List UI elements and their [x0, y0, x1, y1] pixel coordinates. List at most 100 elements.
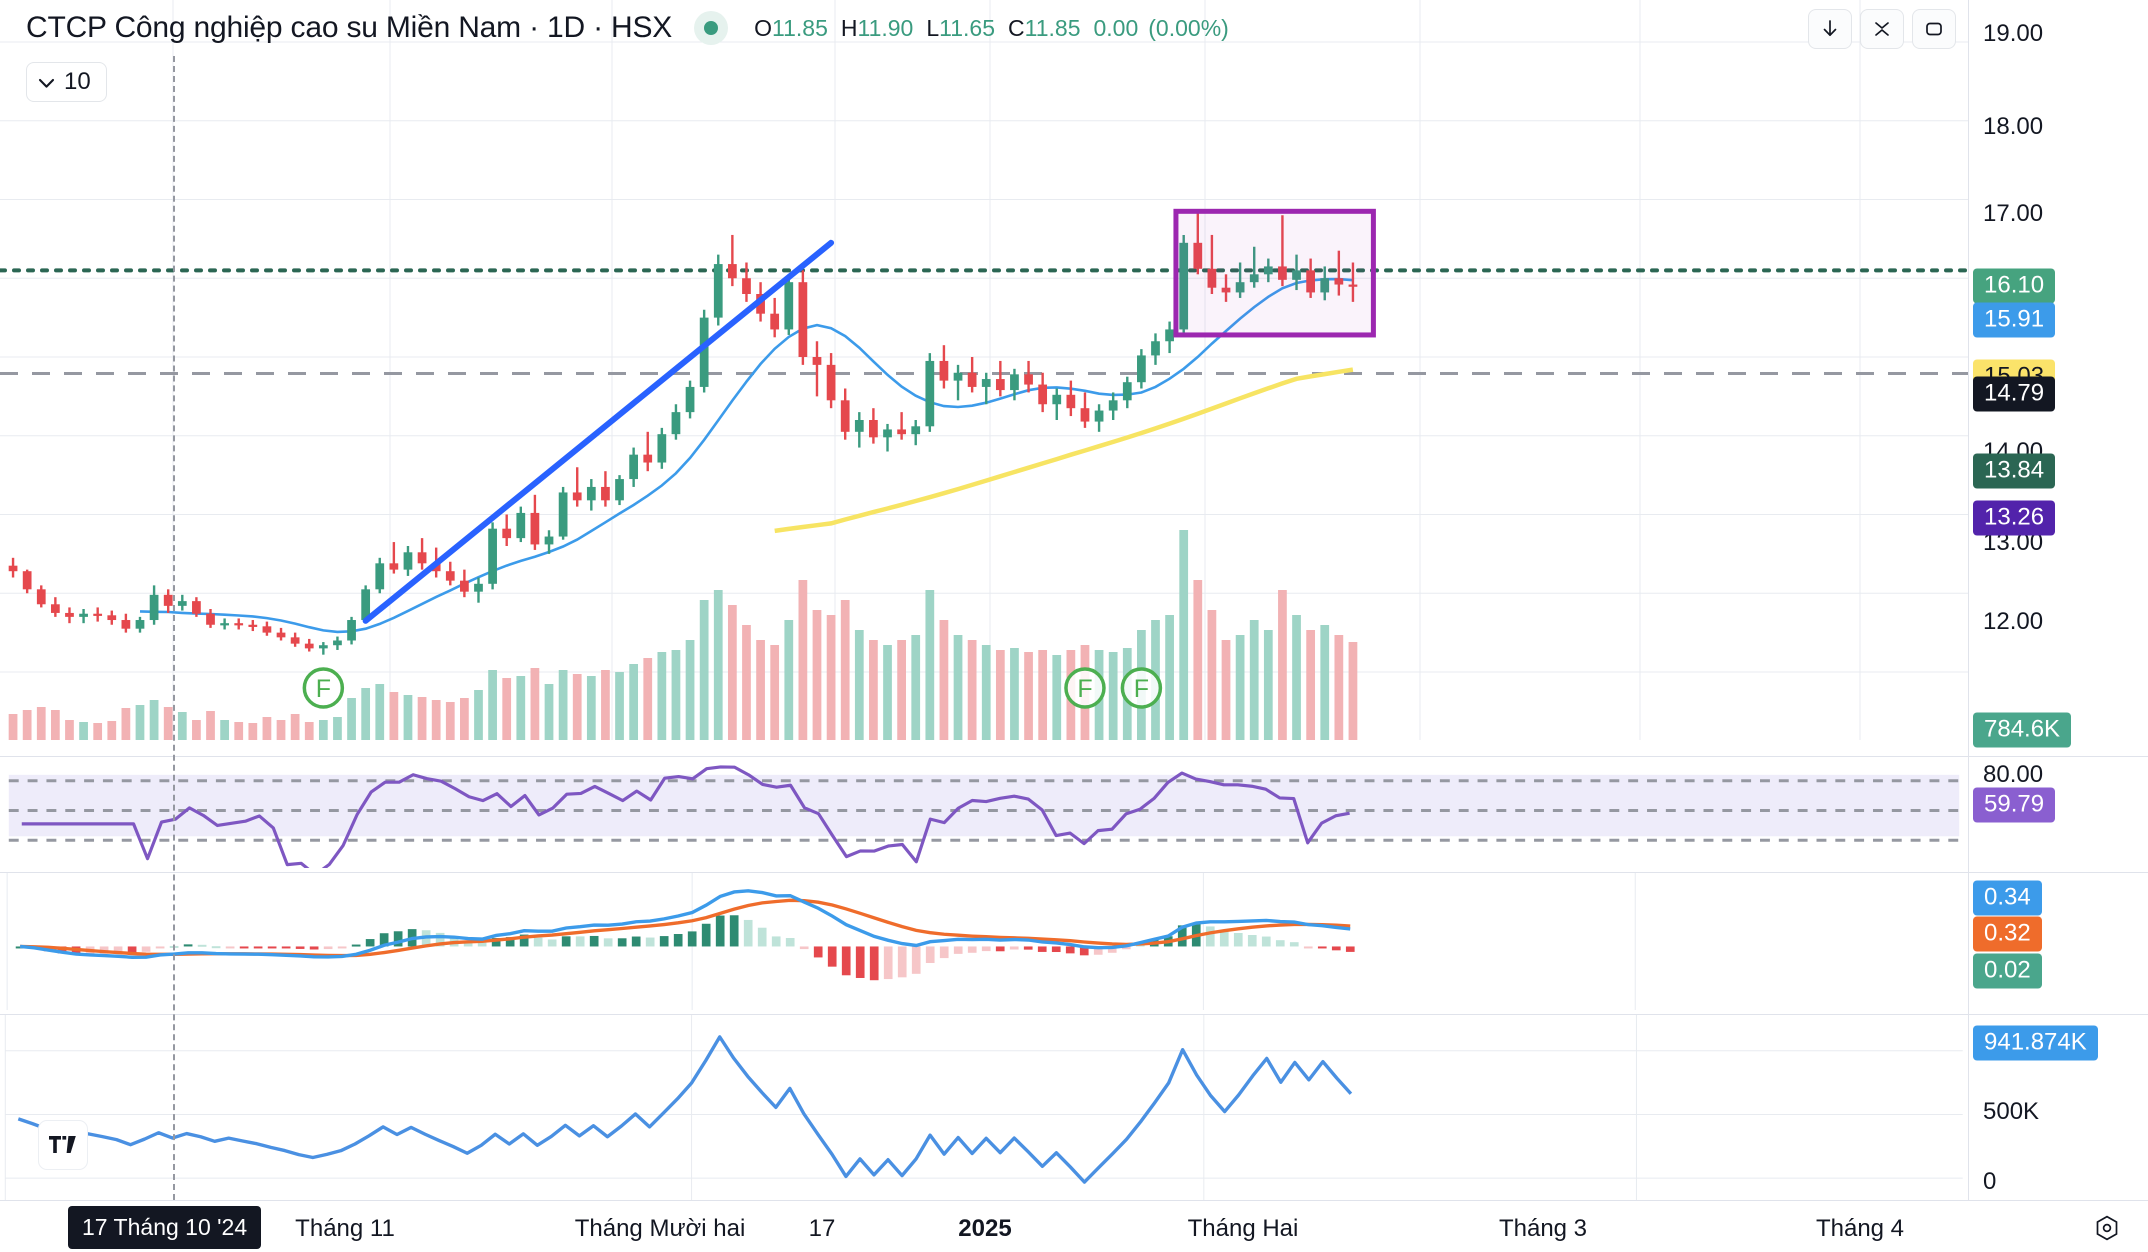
macd-histogram-bar — [225, 946, 235, 949]
price-axis[interactable]: 19.0018.0017.0016.0015.0014.0013.0012.00… — [1968, 0, 2148, 1200]
macd-histogram-bar — [295, 946, 305, 949]
volume-bar — [220, 720, 229, 740]
price-badge-obv[interactable]: 941.874K — [1973, 1025, 2098, 1061]
price-badge-rsi[interactable]: 59.79 — [1973, 787, 2056, 823]
volume-bar — [995, 650, 1005, 740]
volume-bar — [1292, 615, 1301, 740]
market-status-dot[interactable] — [694, 11, 729, 45]
price-badge-crosshair[interactable]: 14.79 — [1973, 376, 2056, 412]
macd-histogram-bar — [1023, 946, 1033, 950]
time-axis[interactable]: 17 Tháng 10 '24 Tháng 11 Tháng Mười hai 17… — [0, 1200, 2148, 1252]
axis-separator — [1969, 756, 2148, 757]
fundamental-marker[interactable]: F — [1064, 667, 1106, 709]
indicator-count-label: 10 — [64, 68, 91, 95]
candlestick — [417, 538, 427, 570]
obv-pane[interactable] — [0, 1014, 1968, 1200]
candlestick — [192, 597, 201, 617]
candlestick — [1165, 321, 1174, 354]
candlestick — [248, 620, 258, 632]
price-badge-ema-fast[interactable]: 15.91 — [1973, 302, 2056, 338]
volume-bar — [727, 605, 737, 740]
macd-histogram-bar — [197, 944, 207, 947]
fullscreen-icon[interactable] — [1912, 9, 1956, 49]
high-label: H — [840, 14, 858, 41]
volume-bar — [572, 674, 582, 740]
fundamental-marker[interactable]: F — [1120, 667, 1163, 709]
close-value: 11.85 — [1024, 14, 1081, 41]
volume-bar — [1348, 642, 1358, 740]
candlestick — [601, 471, 610, 507]
candlestick — [1122, 376, 1132, 409]
macd-histogram-bar — [897, 946, 907, 978]
volume-bar — [854, 630, 864, 740]
candlestick — [967, 357, 977, 393]
candlestick — [1108, 392, 1118, 420]
price-badge-ma-purple[interactable]: 13.26 — [1973, 500, 2056, 536]
candlestick — [460, 569, 469, 598]
chart-settings-icon[interactable] — [2092, 1213, 2122, 1248]
macd-pane[interactable] — [0, 872, 1968, 1010]
candlestick — [713, 254, 723, 326]
volume-bar — [93, 723, 103, 740]
price-badge-high-line[interactable]: 16.10 — [1973, 268, 2056, 304]
candlestick — [1334, 250, 1344, 296]
candlestick — [107, 610, 117, 625]
candlestick — [727, 234, 737, 287]
candlestick — [290, 632, 300, 647]
macd-histogram-bar — [463, 940, 473, 947]
candlestick — [1207, 234, 1217, 294]
download-icon[interactable] — [1808, 9, 1852, 49]
candlestick — [671, 404, 681, 440]
candlestick — [953, 364, 963, 401]
macd-histogram-bar — [715, 915, 725, 947]
volume-bar — [629, 664, 639, 740]
volume-bar — [558, 670, 568, 740]
volume-bar — [1024, 652, 1033, 740]
volume-bar — [8, 714, 18, 740]
macd-histogram-bar — [1289, 942, 1299, 947]
fundamental-marker[interactable]: F — [302, 667, 345, 709]
candlestick — [615, 475, 624, 506]
candlestick — [1292, 254, 1301, 291]
candlestick — [699, 309, 709, 393]
svg-text:F: F — [316, 675, 331, 703]
macd-histogram-bar — [687, 931, 697, 947]
macd-histogram-bar — [1205, 926, 1215, 947]
macd-histogram-bar — [1303, 946, 1313, 949]
volume-bar — [474, 690, 483, 740]
macd-histogram-bar — [1219, 930, 1229, 947]
price-badge-volume[interactable]: 784.6K — [1973, 712, 2072, 748]
macd-histogram-bar — [813, 946, 823, 958]
candlestick — [36, 585, 46, 608]
volume-bar — [1165, 615, 1174, 740]
tradingview-logo[interactable] — [38, 1120, 88, 1170]
collapse-icon[interactable] — [1860, 9, 1904, 49]
indicator-collapse-dropdown[interactable]: 10 — [26, 62, 107, 102]
candlestick — [1137, 349, 1146, 389]
price-axis-tick: 12.00 — [1983, 608, 2044, 635]
time-axis-tick: Tháng 4 — [1815, 1215, 1905, 1242]
candlestick — [770, 297, 780, 338]
volume-bar — [742, 625, 751, 740]
candlestick — [1249, 246, 1259, 288]
price-badge-macd-hist[interactable]: 0.02 — [1973, 953, 2042, 989]
macd-histogram-bar — [1233, 932, 1243, 947]
macd-line — [19, 889, 1351, 959]
volume-bar — [460, 698, 469, 740]
candlestick — [445, 561, 455, 586]
rsi-pane[interactable] — [0, 756, 1968, 868]
volume-bar — [530, 668, 540, 740]
candlestick — [558, 486, 568, 540]
price-badge-ma-darkgreen[interactable]: 13.84 — [1973, 453, 2056, 489]
candlestick — [516, 506, 526, 543]
price-badge-macd[interactable]: 0.34 — [1973, 880, 2042, 916]
symbol-title[interactable]: CTCP Công nghiệp cao su Miền Nam · 1D · … — [26, 11, 673, 44]
candlestick — [1038, 372, 1048, 413]
candlestick — [1010, 368, 1019, 401]
price-badge-macd-signal[interactable]: 0.32 — [1973, 916, 2042, 952]
open-label: O — [754, 14, 773, 41]
rsi-line — [21, 765, 1350, 868]
macd-histogram-bar — [519, 934, 529, 947]
volume-bar — [1306, 630, 1316, 740]
